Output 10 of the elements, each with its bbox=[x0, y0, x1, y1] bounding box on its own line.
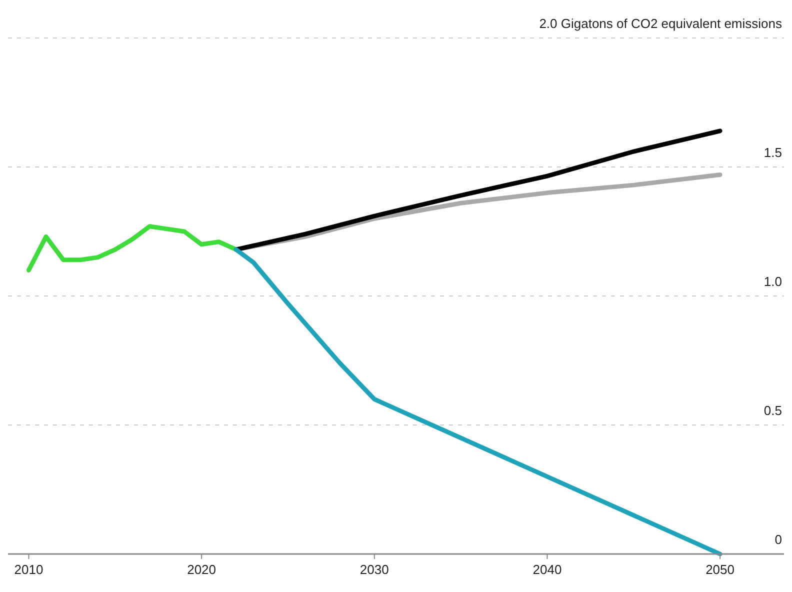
y-tick-label: 0.5 bbox=[764, 403, 782, 418]
x-tick-label: 2010 bbox=[14, 562, 44, 577]
y-tick-label: 0 bbox=[774, 532, 782, 547]
y-tick-label: 2.0 Gigatons of CO2 equivalent emissions bbox=[539, 16, 782, 31]
y-tick-label: 1.5 bbox=[764, 145, 782, 160]
x-tick-label: 2020 bbox=[187, 562, 216, 577]
y-tick-label: 1.0 bbox=[764, 274, 782, 289]
x-tick-label: 2030 bbox=[360, 562, 389, 577]
x-tick-label: 2040 bbox=[532, 562, 562, 577]
x-tick-label: 2050 bbox=[706, 562, 735, 577]
